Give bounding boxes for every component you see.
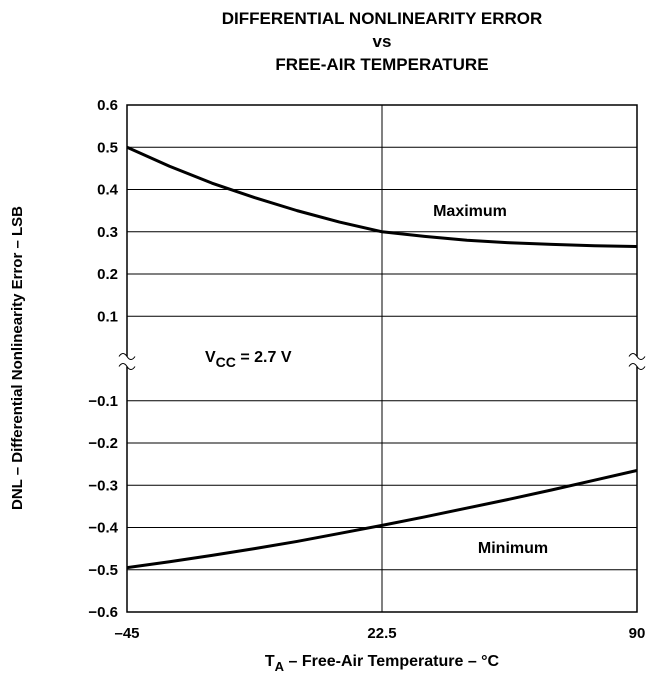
y-tick-label: −0.1: [88, 393, 118, 410]
y-tick-label: −0.5: [88, 562, 118, 579]
x-axis-label: TA – Free-Air Temperature – °C: [265, 653, 500, 674]
axis-break: [628, 363, 646, 370]
annotation-sub: CC: [216, 354, 236, 370]
chart-title: vs: [373, 32, 392, 51]
y-tick-label: −0.2: [88, 435, 118, 452]
line: [126, 145, 638, 249]
x-label-sub: A: [275, 659, 285, 674]
x-tick-label: 22.5: [367, 625, 396, 642]
series-label: Minimum: [478, 540, 548, 557]
y-tick-label: 0.6: [97, 97, 118, 114]
y-tick-label: 0.5: [97, 139, 118, 156]
y-axis-label: DNL – Differential Nonlinearity Error – …: [9, 206, 26, 510]
y-tick-label: −0.3: [88, 477, 118, 494]
axis-break-gap: [634, 356, 640, 367]
x-label-part: – Free-Air Temperature – °C: [284, 653, 500, 670]
line: [126, 468, 638, 570]
x-tick-label: –45: [114, 625, 139, 642]
annotation-part: V: [205, 349, 216, 366]
axis-break-gap: [124, 356, 130, 367]
annotation: VCC = 2.7 V: [205, 349, 292, 370]
series-label: Maximum: [433, 203, 507, 220]
y-tick-label: 0.2: [97, 266, 118, 283]
axis-break: [118, 363, 136, 370]
y-tick-label: −0.6: [88, 604, 118, 621]
x-label-part: T: [265, 653, 275, 670]
axis-break: [118, 353, 136, 360]
chart-title: FREE-AIR TEMPERATURE: [275, 55, 488, 74]
y-tick-label: 0.4: [97, 182, 119, 199]
axis-break: [628, 353, 646, 360]
y-tick-label: 0.1: [97, 308, 118, 325]
y-tick-label: −0.4: [88, 520, 118, 537]
x-tick-label: 90: [629, 625, 646, 642]
chart-title: DIFFERENTIAL NONLINEARITY ERROR: [222, 9, 543, 28]
annotation-part: = 2.7 V: [236, 349, 292, 366]
y-tick-label: 0.3: [97, 224, 118, 241]
